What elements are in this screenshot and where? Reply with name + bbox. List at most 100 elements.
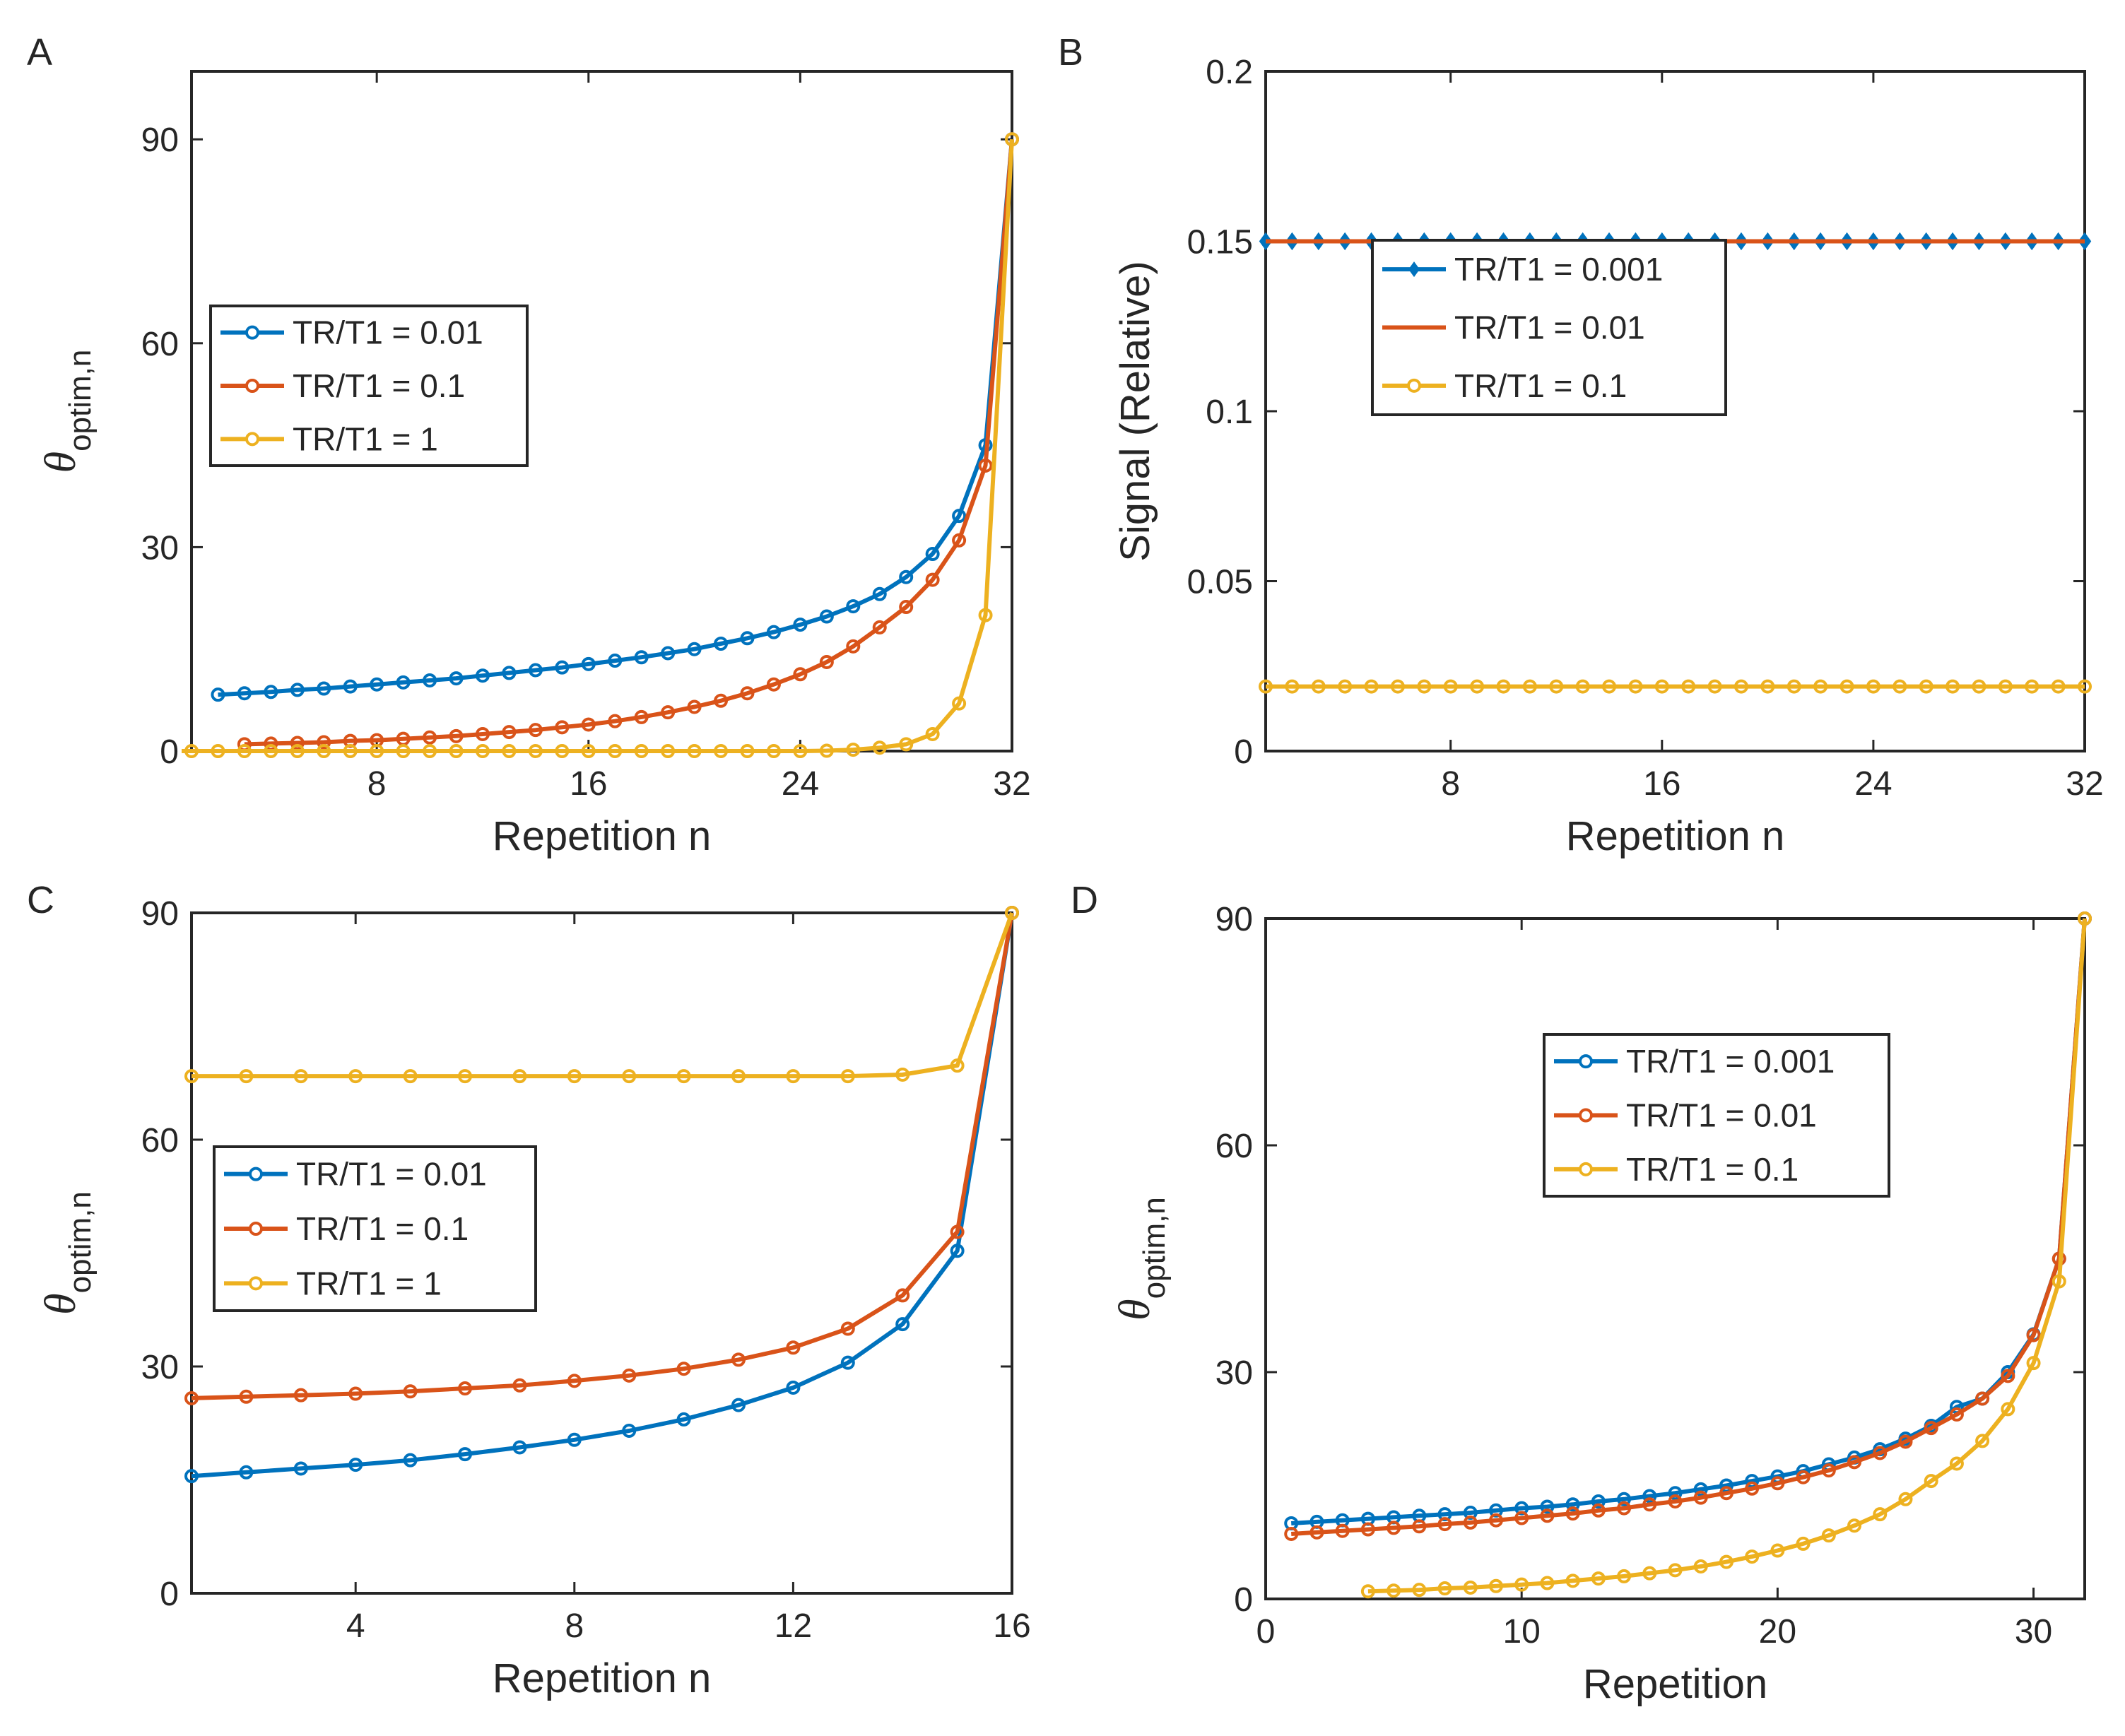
data-point: [1642, 1489, 1657, 1504]
legend: TR/T1 = 0.001 TR/T1 = 0.01 TR/T1 = 0.1: [1371, 239, 1727, 416]
series-line: [192, 911, 1014, 1079]
legend-swatch-marker: [1579, 1054, 1593, 1069]
data-point: [1575, 679, 1590, 694]
data-point: [1412, 1519, 1427, 1534]
data-point: [895, 1288, 910, 1303]
data-point: [895, 1317, 910, 1332]
y-tick-label: 90: [141, 122, 179, 159]
series-line: [1367, 918, 2087, 1594]
data-point: [458, 1069, 472, 1084]
data-point: [1488, 1503, 1503, 1518]
series-line: [1291, 918, 2087, 1525]
data-point: [555, 744, 570, 758]
data-point: [239, 1069, 254, 1084]
x-tick-label: 32: [2066, 765, 2103, 803]
data-point: [1707, 679, 1722, 694]
series-TR/T1 = 0.01: [211, 132, 1019, 702]
data-point: [423, 744, 437, 758]
data-point: [403, 1384, 418, 1399]
legend-swatch-marker: [249, 1222, 263, 1236]
data-point: [731, 1069, 746, 1084]
data-point: [1654, 679, 1669, 694]
data-point: [2052, 1274, 2066, 1289]
data-point: [1946, 679, 1960, 694]
data-point: [1924, 1474, 1938, 1489]
x-tick-label: 16: [570, 765, 607, 803]
legend-label: TR/T1 = 0.1: [293, 367, 465, 404]
panel-label-b: B: [1058, 31, 1083, 73]
x-tick-label: 8: [1441, 765, 1460, 803]
data-point: [766, 744, 781, 758]
data-point: [899, 569, 914, 584]
data-point: [1668, 1486, 1683, 1501]
data-point: [740, 744, 755, 758]
data-point: [1565, 1573, 1580, 1588]
y-axis-label: θoptim,n: [37, 350, 98, 473]
data-point: [449, 728, 464, 743]
data-point: [819, 743, 834, 758]
y-tick-label: 0: [1234, 1581, 1253, 1619]
data-point: [872, 740, 887, 755]
y-tick-label: 0: [1234, 733, 1253, 771]
data-point: [925, 572, 940, 587]
data-point: [1514, 1501, 1529, 1516]
y-tick-label: 30: [141, 529, 179, 567]
data-point: [1813, 679, 1828, 694]
data-point: [567, 1374, 582, 1388]
data-point: [1259, 679, 1273, 694]
data-point: [475, 726, 490, 741]
data-point: [1417, 679, 1432, 694]
data-point: [1733, 679, 1748, 694]
data-point: [1463, 1580, 1478, 1595]
data-point: [2025, 679, 2039, 694]
legend-label: TR/T1 = 0.1: [296, 1210, 469, 1247]
data-point: [317, 744, 331, 758]
data-point: [1437, 1517, 1452, 1532]
data-point: [634, 744, 649, 758]
y-axis-label: θoptim,n: [37, 1191, 98, 1315]
data-point: [1847, 1518, 1862, 1533]
data-point: [237, 686, 252, 701]
data-point: [1390, 679, 1405, 694]
data-point: [1693, 1490, 1708, 1505]
data-point: [403, 1069, 418, 1084]
y-tick-label: 90: [141, 895, 179, 933]
data-point: [978, 458, 993, 473]
data-point: [423, 730, 437, 745]
data-point: [661, 744, 676, 758]
data-point: [819, 609, 834, 624]
data-point: [1443, 679, 1458, 694]
legend-label: TR/T1 = 0.01: [1626, 1097, 1817, 1134]
data-point: [512, 1440, 527, 1455]
x-tick-label: 8: [367, 765, 387, 803]
data-point: [1873, 1446, 1888, 1460]
data-point: [1514, 1511, 1529, 1525]
data-point: [293, 1069, 308, 1084]
data-point: [1496, 679, 1511, 694]
data-point: [950, 1224, 965, 1239]
y-tick-label: 0.2: [1206, 54, 1253, 91]
x-tick-label: 30: [2015, 1613, 2052, 1651]
legend: TR/T1 = 0.01 TR/T1 = 0.1 TR/T1 = 1: [209, 305, 529, 467]
data-point: [1693, 1559, 1708, 1573]
y-tick-label: 0.1: [1206, 394, 1253, 431]
data-point: [1770, 1543, 1785, 1558]
panel-label-a: A: [27, 31, 52, 73]
legend-label: TR/T1 = 1: [296, 1265, 442, 1301]
data-point: [1522, 679, 1537, 694]
y-tick-label: 60: [141, 326, 179, 363]
data-point: [1693, 1482, 1708, 1496]
data-point: [1309, 1525, 1324, 1540]
legend-label: TR/T1 = 0.01: [1454, 309, 1645, 346]
data-point: [786, 1069, 801, 1084]
data-point: [1719, 1486, 1733, 1501]
data-point: [502, 725, 517, 740]
legend-swatch-marker: [245, 379, 259, 393]
data-point: [581, 744, 596, 758]
data-point: [2051, 679, 2066, 694]
data-point: [502, 666, 517, 680]
y-axis-label-theta: θ: [37, 1293, 85, 1314]
legend-swatch-marker: [1408, 261, 1420, 278]
data-point: [950, 1058, 965, 1073]
